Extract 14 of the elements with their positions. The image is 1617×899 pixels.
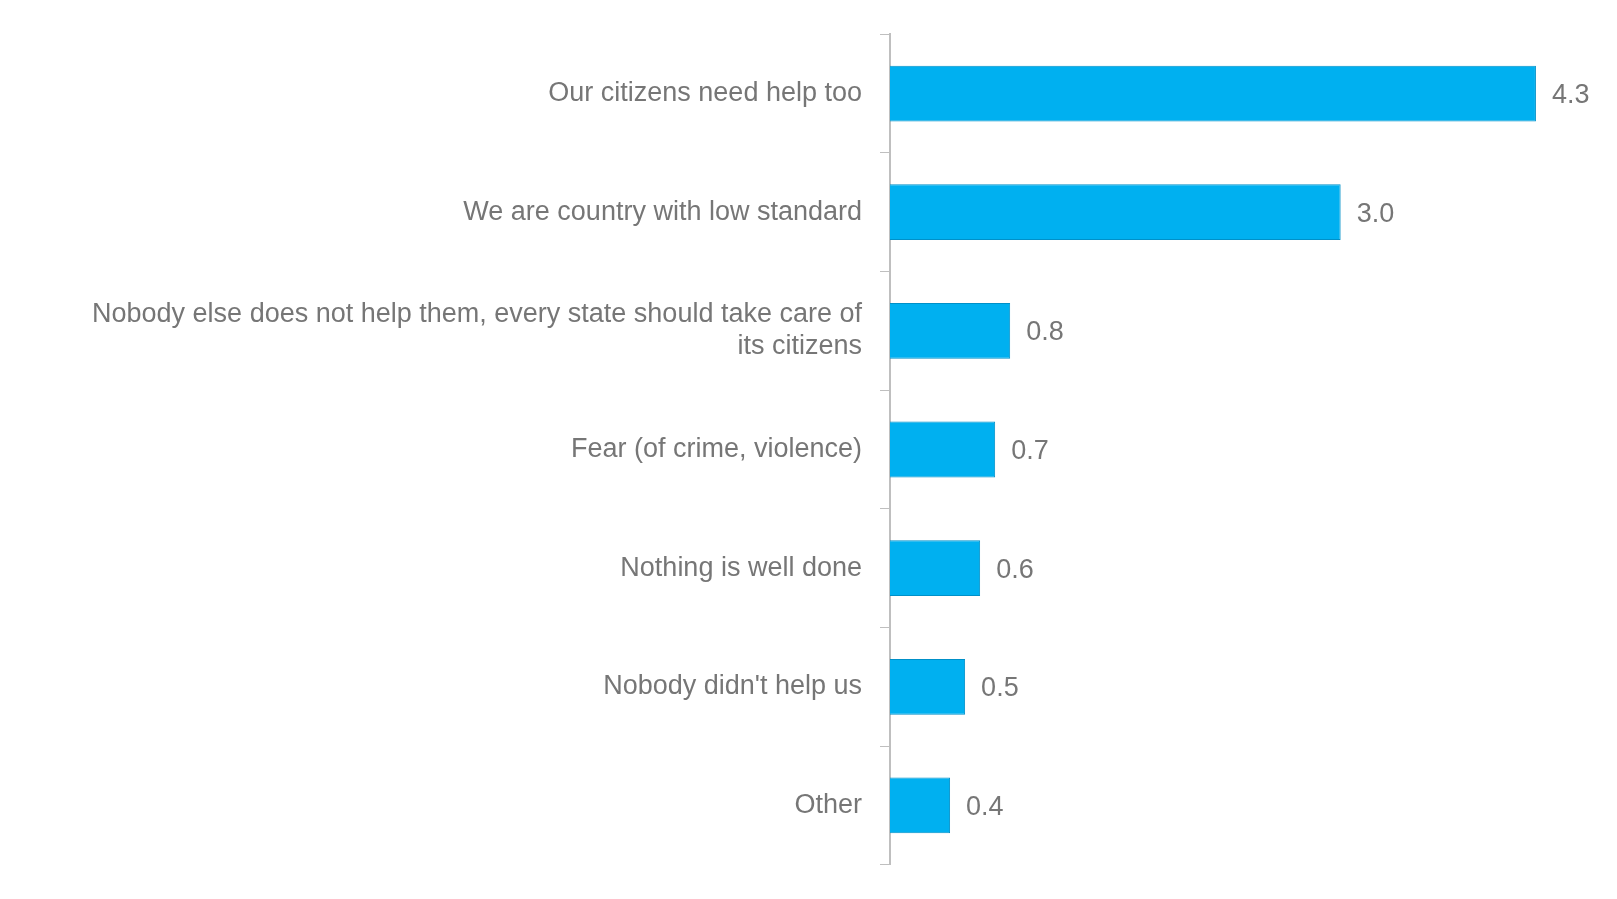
- y-tick-label: Nobody didn't help us: [603, 670, 862, 701]
- y-tick-label: Nobody else does not help them, every state should take care of its citizens: [92, 298, 863, 361]
- y-tick-label: Other: [794, 788, 862, 819]
- y-tick-label: We are country with low standard: [463, 195, 862, 226]
- data-label: 0.6: [996, 553, 1034, 584]
- data-label: 0.7: [1011, 434, 1049, 465]
- data-label: 0.8: [1026, 316, 1064, 347]
- data-label: 0.5: [981, 672, 1019, 703]
- y-tick-label: Fear (of crime, violence): [570, 432, 862, 463]
- y-tick-label: Nothing is well done: [620, 551, 862, 582]
- data-label: 0.4: [966, 790, 1004, 821]
- data-label: 3.0: [1356, 197, 1395, 228]
- data-label: 4.3: [1551, 78, 1590, 109]
- y-tick-label: Our citizens need help too: [548, 76, 862, 107]
